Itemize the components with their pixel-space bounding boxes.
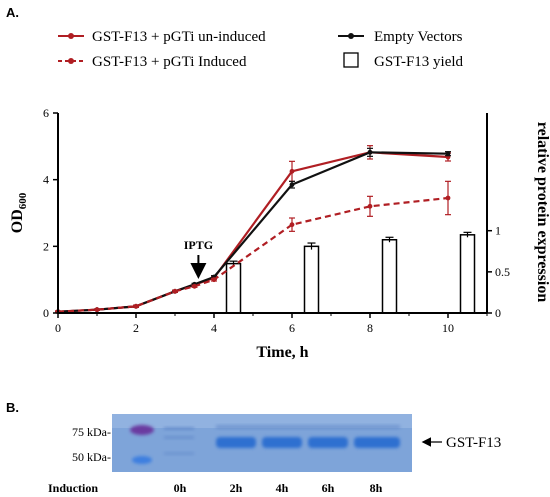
legend-induced-label: GST-F13 + pGTi Induced (92, 54, 247, 70)
series-point (289, 168, 295, 174)
x-tick-label: 2 (133, 321, 139, 335)
yield-bar (459, 234, 476, 314)
legend-uninduced-label: GST-F13 + pGTi un-induced (92, 29, 266, 45)
legend: GST-F13 + pGTi un-induced GST-F13 + pGTi… (58, 29, 464, 70)
x-axis-title: Time, h (256, 344, 308, 361)
panel-a-label: A. (6, 5, 19, 20)
series-point (367, 203, 373, 209)
gst-band-4h (262, 437, 302, 448)
gel-bg-light (112, 414, 412, 428)
axes-layer: 0 2 4 6 8 10 0 2 4 6 0 0.5 1 (43, 106, 510, 335)
gel-image (112, 414, 412, 472)
gst-band-6h (308, 437, 348, 448)
series-point (367, 149, 373, 155)
series-point (94, 307, 100, 313)
lane-0h-faint-band-2 (164, 436, 194, 439)
legend-item-induced: GST-F13 + pGTi Induced (58, 54, 247, 70)
legend-item-yield: GST-F13 yield (343, 52, 464, 70)
legend-item-empty: Empty Vectors (338, 29, 463, 45)
y-axis-title-main: OD (9, 209, 26, 233)
series-point (289, 182, 295, 188)
legend-yield-box (343, 52, 359, 68)
lines-layer (55, 145, 451, 315)
y-axis-title: OD600 (9, 192, 29, 233)
lane-0h-faint-band (164, 427, 194, 430)
series-point (172, 288, 178, 294)
lane-0h-faint-band-3 (164, 452, 194, 455)
yield-bar (303, 245, 320, 314)
y2-tick-label: 1 (495, 224, 501, 238)
series-point (133, 303, 139, 309)
x-tick-label: 8 (367, 321, 373, 335)
x-tick-label: 6 (289, 321, 295, 335)
x-tick-label: 4 (211, 321, 217, 335)
yield-bar (225, 262, 242, 314)
lane-label-8h: 8h (370, 481, 383, 495)
gst-band-8h (354, 437, 400, 448)
x-tick-label: 0 (55, 321, 61, 335)
upper-bands (216, 425, 400, 429)
yield-bar (381, 238, 398, 314)
lane-label-2h: 2h (230, 481, 243, 495)
ladder-band-50 (132, 456, 152, 464)
iptg-label: IPTG (184, 238, 213, 252)
y-tick-label: 4 (43, 173, 49, 187)
gst-arrow-label: GST-F13 (446, 435, 501, 451)
y-axis-title-sub: 600 (17, 192, 29, 209)
ladder-band-75 (130, 425, 154, 435)
series-point (289, 222, 295, 228)
growth-chart: 0 2 4 6 8 10 0 2 4 6 0 0.5 1 IPTG OD600 Time, h rela… (9, 106, 550, 361)
y-tick-label: 0 (43, 306, 49, 320)
lane-label-4h: 4h (276, 481, 289, 495)
marker-75-label: 75 kDa- (72, 425, 111, 439)
legend-yield-label: GST-F13 yield (374, 54, 464, 70)
series-point (192, 283, 197, 289)
series-point (211, 277, 217, 283)
lane-label-0h: 0h (174, 481, 187, 495)
y2-tick-label: 0 (495, 306, 501, 320)
series-point (445, 195, 451, 201)
lane-label-6h: 6h (322, 481, 335, 495)
marker-50-label: 50 kDa- (72, 450, 111, 464)
x-tick-label: 10 (442, 321, 454, 335)
panel-b-label: B. (6, 400, 19, 415)
legend-item-uninduced: GST-F13 + pGTi un-induced (58, 29, 266, 45)
y-tick-label: 6 (43, 106, 49, 120)
legend-induced-marker (68, 58, 74, 64)
legend-uninduced-marker (68, 33, 74, 39)
legend-empty-label: Empty Vectors (374, 29, 463, 45)
y-tick-label: 2 (43, 239, 49, 253)
y2-tick-label: 0.5 (495, 265, 510, 279)
induction-row-label: Induction (48, 481, 98, 495)
y2-axis-title: relative protein expression (534, 122, 550, 303)
legend-empty-marker (348, 33, 354, 39)
gst-band-2h (216, 437, 256, 448)
iptg-annotation: IPTG (184, 238, 213, 279)
series-point (445, 151, 451, 157)
